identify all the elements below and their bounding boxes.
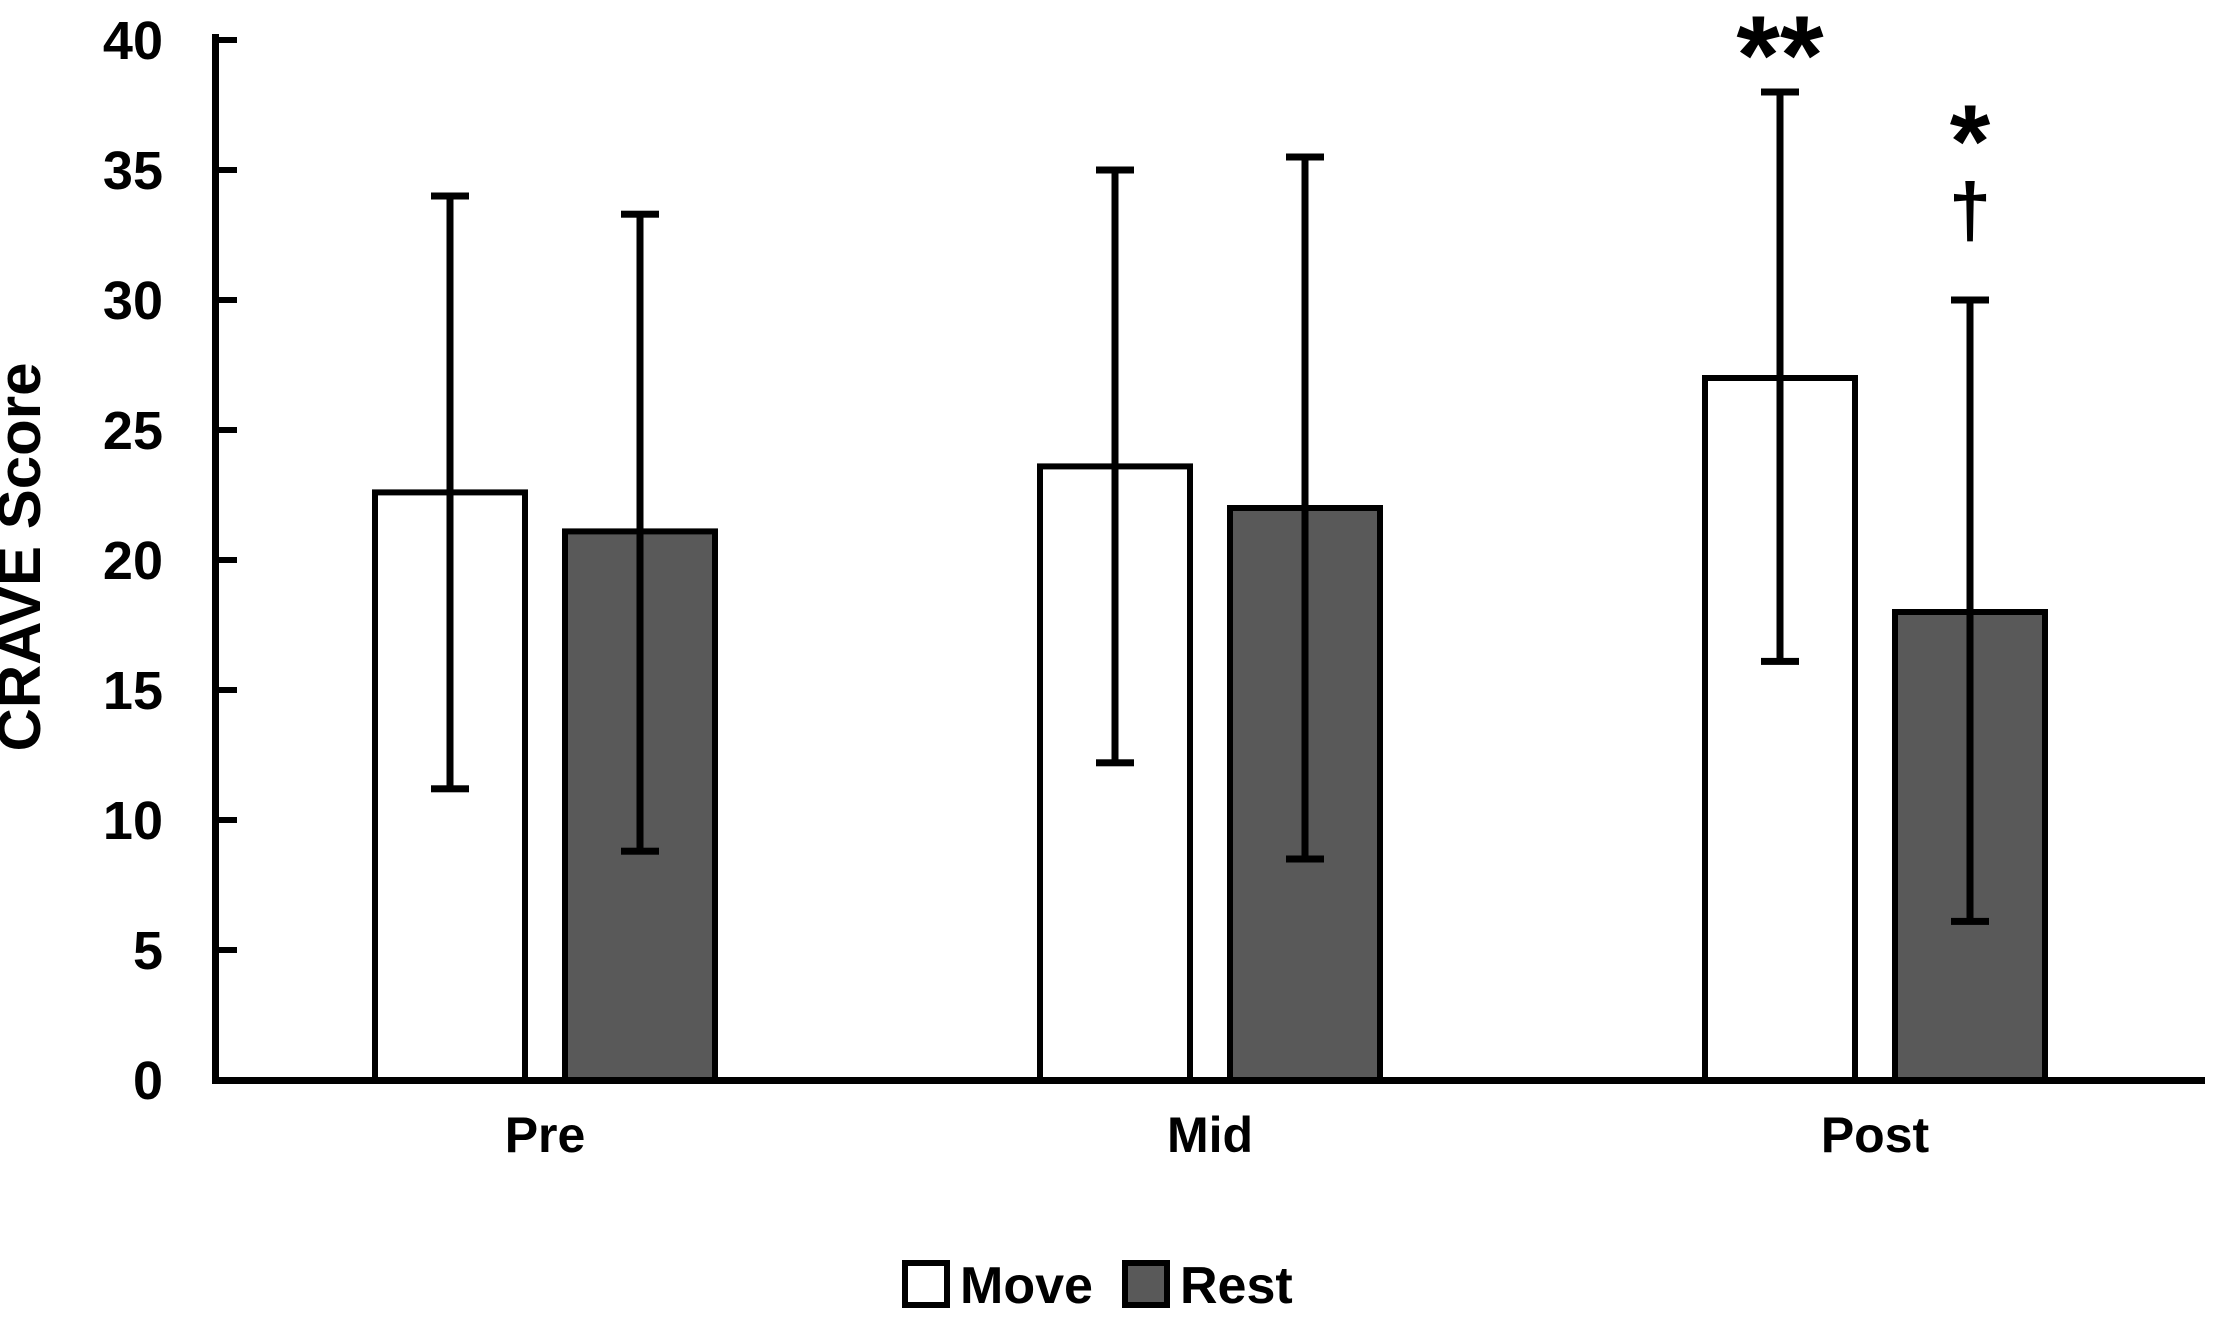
error-bar-cap-top-pre-move bbox=[431, 192, 469, 200]
annotation-double-asterisk: ** bbox=[1736, 0, 1824, 118]
annotation-dagger: † bbox=[1949, 168, 1991, 253]
error-bar-post-rest bbox=[1951, 296, 1989, 925]
y-tick-label-0: 0 bbox=[133, 1051, 163, 1111]
bars-layer bbox=[372, 88, 2048, 1083]
legend-label-move: Move bbox=[960, 1257, 1093, 1315]
error-bar-cap-bottom-pre-rest bbox=[621, 847, 659, 855]
y-tick-label-40: 40 bbox=[103, 11, 163, 71]
legend: Move Rest bbox=[902, 1257, 1293, 1315]
y-tick-label-10: 10 bbox=[103, 791, 163, 851]
annotation-asterisk: * bbox=[1950, 84, 1991, 200]
y-tick-5 bbox=[215, 947, 237, 953]
error-bar-cap-top-post-rest bbox=[1951, 296, 1989, 304]
y-tick-10 bbox=[215, 817, 237, 823]
error-bar-line-post-rest bbox=[1966, 300, 1974, 922]
error-bar-cap-bottom-pre-move bbox=[431, 785, 469, 793]
error-bar-mid-move bbox=[1096, 166, 1134, 767]
error-bar-cap-bottom-mid-rest bbox=[1286, 855, 1324, 863]
error-bar-cap-bottom-post-rest bbox=[1951, 917, 1989, 925]
y-tick-label-5: 5 bbox=[133, 921, 163, 981]
y-axis-title: CRAVE Score bbox=[0, 362, 53, 751]
error-bar-mid-rest bbox=[1286, 153, 1324, 863]
error-bar-cap-bottom-post-move bbox=[1761, 657, 1799, 665]
y-axis-ticks: 0 5 10 15 20 25 30 35 40 bbox=[103, 11, 237, 1111]
y-tick-40 bbox=[215, 37, 237, 43]
error-bar-line-pre-rest bbox=[636, 214, 644, 852]
legend-swatch-move bbox=[902, 1260, 950, 1308]
y-axis-line bbox=[212, 34, 219, 1084]
x-axis-line bbox=[212, 1077, 2205, 1084]
x-label-post: Post bbox=[1821, 1107, 1930, 1163]
error-bar-post-move bbox=[1761, 88, 1799, 665]
error-bar-cap-top-mid-rest bbox=[1286, 153, 1324, 161]
legend-label-rest: Rest bbox=[1180, 1257, 1293, 1315]
y-tick-label-15: 15 bbox=[103, 661, 163, 721]
y-tick-label-20: 20 bbox=[103, 531, 163, 591]
error-bar-pre-rest bbox=[621, 210, 659, 855]
error-bar-line-post-move bbox=[1776, 92, 1784, 662]
y-tick-label-35: 35 bbox=[103, 141, 163, 201]
y-tick-label-30: 30 bbox=[103, 271, 163, 331]
error-bar-line-mid-move bbox=[1111, 170, 1119, 763]
y-tick-20 bbox=[215, 557, 237, 563]
y-tick-label-25: 25 bbox=[103, 401, 163, 461]
error-bar-cap-top-mid-move bbox=[1096, 166, 1134, 174]
error-bar-cap-top-pre-rest bbox=[621, 210, 659, 218]
x-label-mid: Mid bbox=[1167, 1107, 1253, 1163]
error-bar-cap-bottom-mid-move bbox=[1096, 759, 1134, 767]
error-bar-cap-top-post-move bbox=[1761, 88, 1799, 96]
y-tick-25 bbox=[215, 427, 237, 433]
error-bar-line-pre-move bbox=[446, 196, 454, 789]
error-bar-line-mid-rest bbox=[1301, 157, 1309, 859]
y-tick-15 bbox=[215, 687, 237, 693]
y-tick-30 bbox=[215, 297, 237, 303]
error-bar-pre-move bbox=[431, 192, 469, 793]
x-label-pre: Pre bbox=[505, 1107, 586, 1163]
y-tick-35 bbox=[215, 167, 237, 173]
legend-swatch-rest bbox=[1122, 1260, 1170, 1308]
